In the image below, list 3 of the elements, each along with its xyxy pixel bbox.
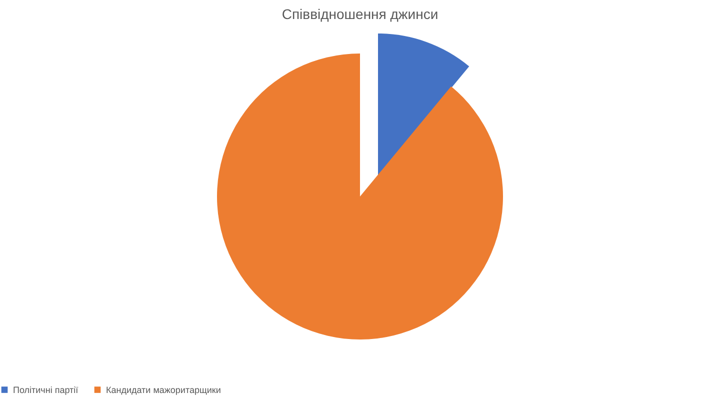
chart-title: Співвідношення джинси [282,6,438,22]
legend-label: Кандидати мажоритарщики [106,384,221,395]
legend-label: Політичні партії [13,384,79,395]
